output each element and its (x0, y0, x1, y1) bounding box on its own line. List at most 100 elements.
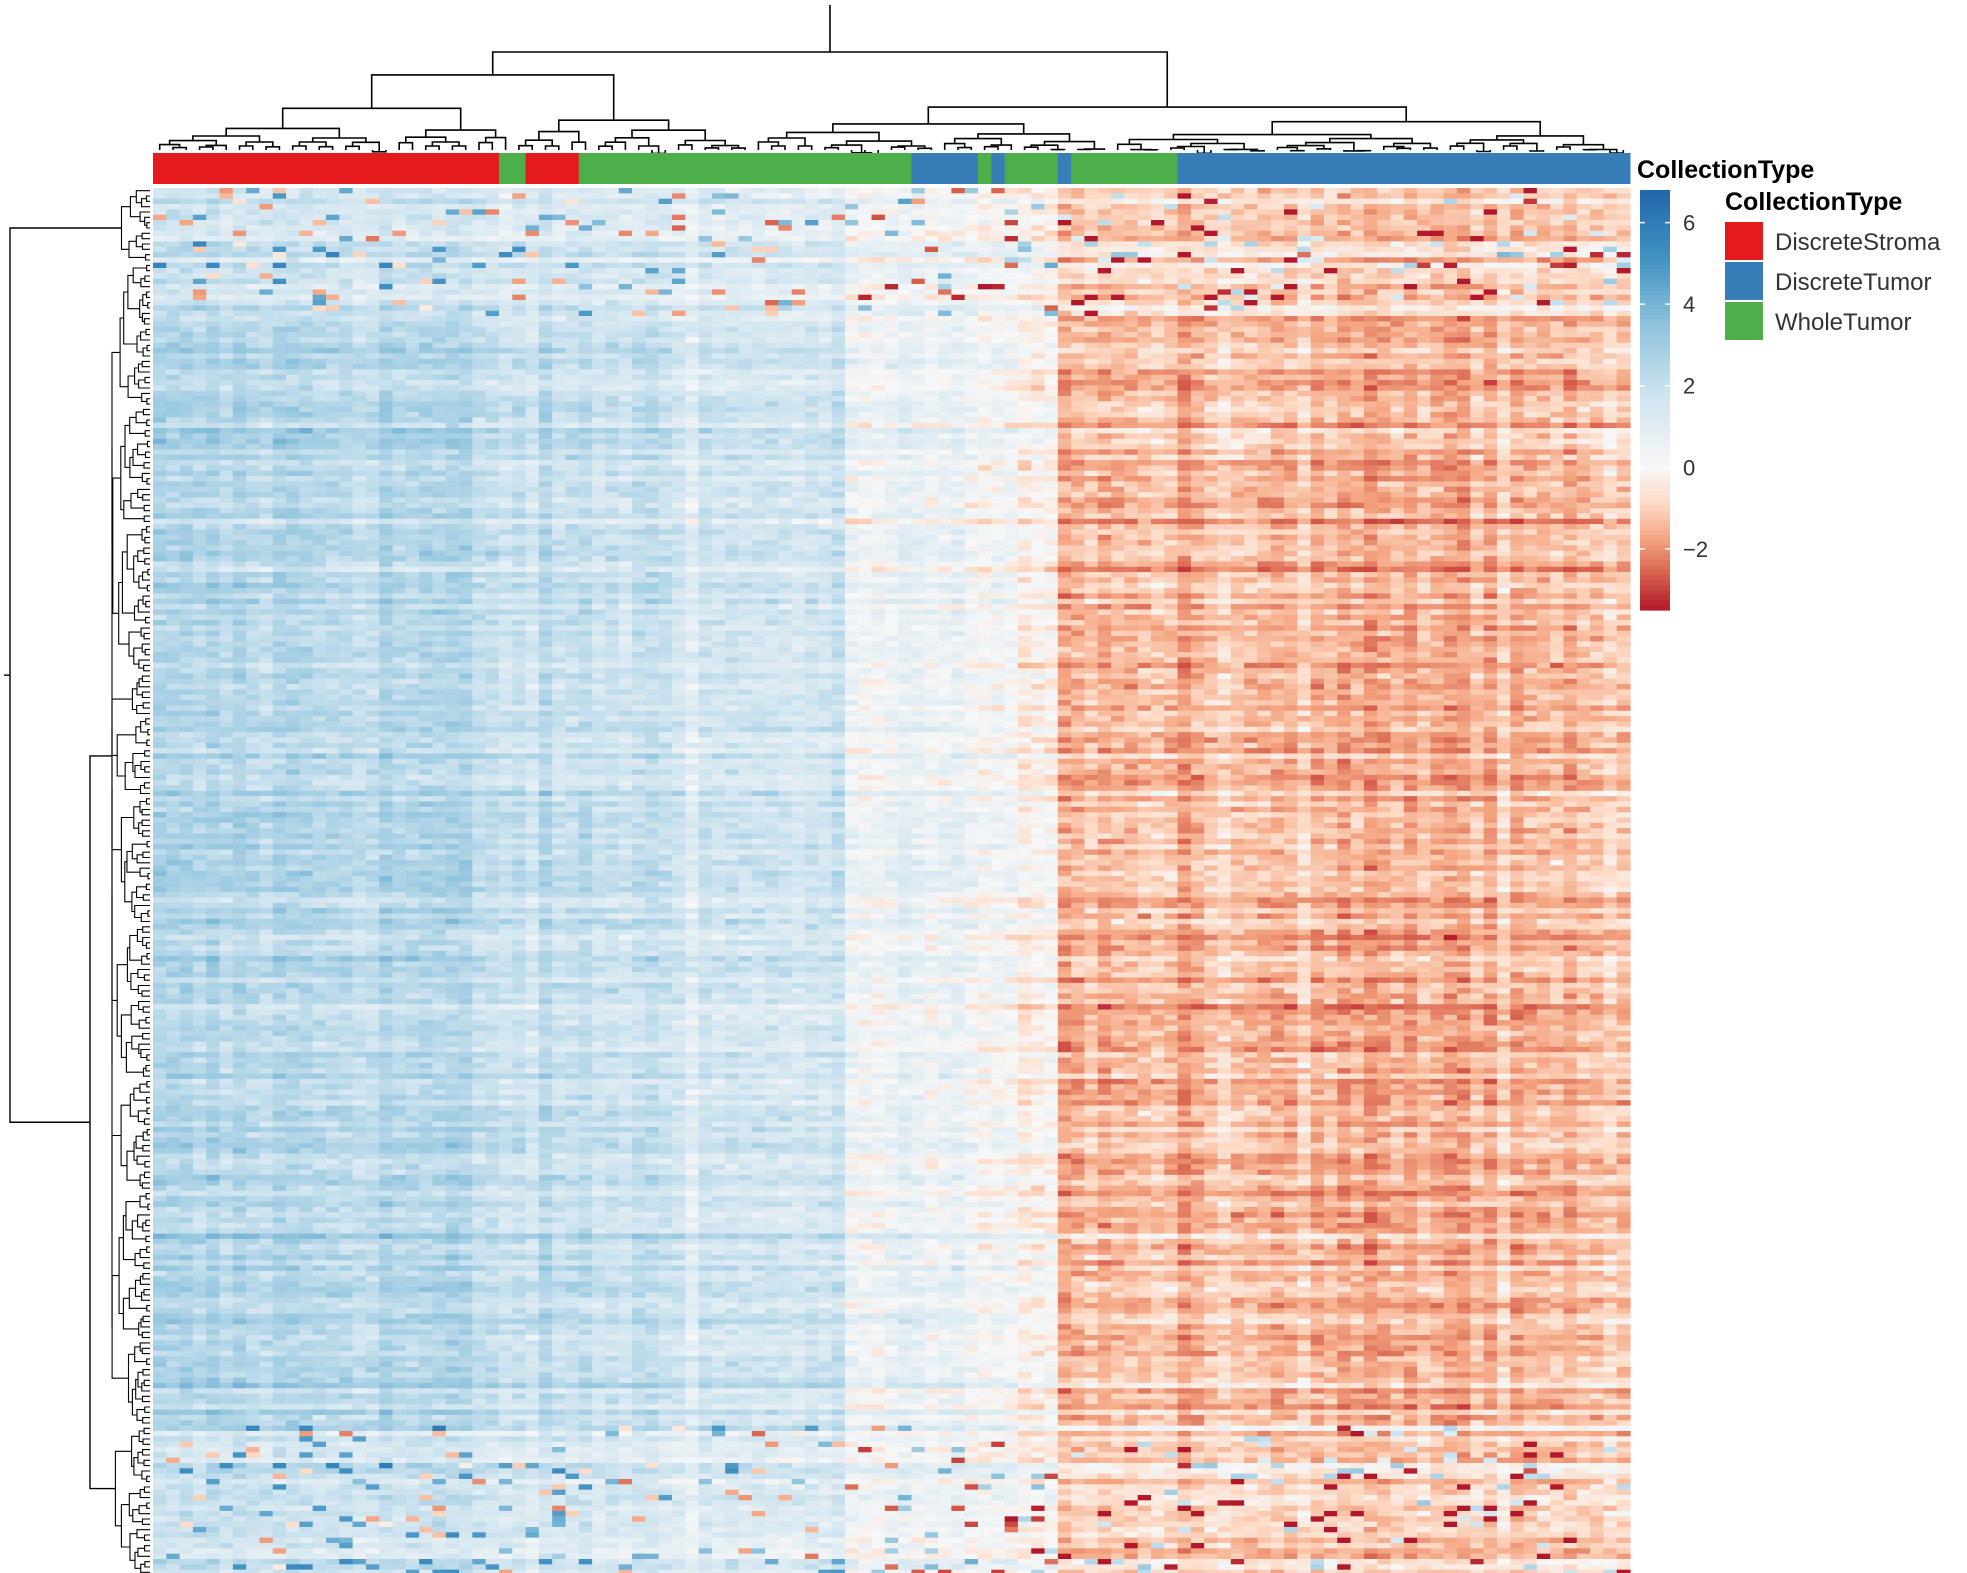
heatmap-cell (1603, 279, 1617, 285)
heatmap-cell (991, 289, 1005, 295)
heatmap-cell (685, 305, 699, 311)
heatmap-cell (752, 327, 766, 333)
heatmap-cell (1324, 209, 1338, 215)
heatmap-cell (832, 247, 846, 253)
heatmap-cell (632, 204, 646, 210)
heatmap-cell (858, 241, 872, 247)
heatmap-cell (818, 209, 832, 215)
row-dendrogram-branch (142, 1332, 150, 1337)
row-dendrogram-branch (147, 420, 150, 425)
heatmap-cell (379, 188, 393, 194)
heatmap-cell (472, 348, 486, 354)
heatmap-cell (1138, 321, 1152, 327)
heatmap-cell (353, 263, 367, 269)
heatmap-cell (1390, 236, 1404, 242)
heatmap-cell (526, 284, 540, 290)
heatmap-cell (1111, 241, 1125, 247)
heatmap-cell (1191, 263, 1205, 269)
heatmap-cell (965, 220, 979, 226)
heatmap-cell (1031, 273, 1045, 279)
heatmap-cell (1178, 316, 1192, 322)
heatmap-cell (1098, 231, 1112, 237)
heatmap-cell (951, 327, 965, 333)
heatmap-cell (1218, 332, 1232, 338)
heatmap-cell (1111, 252, 1125, 258)
heatmap-cell (672, 199, 686, 205)
heatmap-cell (1271, 252, 1285, 258)
heatmap-cell (526, 188, 540, 194)
heatmap-cell (1444, 321, 1458, 327)
heatmap-cell (659, 343, 673, 349)
heatmap-cell (233, 220, 247, 226)
heatmap-cell (752, 220, 766, 226)
heatmap-cell (393, 204, 407, 210)
heatmap-cell (605, 295, 619, 301)
heatmap-cell (313, 273, 327, 279)
heatmap-cell (672, 316, 686, 322)
heatmap-cell (1563, 204, 1577, 210)
heatmap-cell (1058, 316, 1072, 322)
heatmap-cell (286, 204, 300, 210)
heatmap-cell (259, 252, 273, 258)
annotation-segment-wholetumor (499, 153, 526, 184)
heatmap-cell (752, 305, 766, 311)
heatmap-cell (805, 193, 819, 199)
heatmap-cell (1484, 305, 1498, 311)
heatmap-cell (566, 343, 580, 349)
heatmap-cell (499, 343, 513, 349)
row-dendrogram-branch (141, 762, 150, 770)
heatmap-cell (366, 193, 380, 199)
heatmap-cell (672, 257, 686, 263)
heatmap-cell (1018, 215, 1032, 221)
heatmap-cell (1444, 204, 1458, 210)
heatmap-cell (432, 241, 446, 247)
heatmap-cell (366, 321, 380, 327)
heatmap-cell (1191, 289, 1205, 295)
heatmap-cell (951, 236, 965, 242)
heatmap-cell (1470, 327, 1484, 333)
heatmap-cell (885, 327, 899, 333)
heatmap-cell (672, 279, 686, 285)
heatmap-cell (1430, 332, 1444, 338)
heatmap-cell (1430, 193, 1444, 199)
heatmap-cell (1577, 257, 1591, 263)
heatmap-cell (1218, 188, 1232, 194)
heatmap-cell (1484, 247, 1498, 253)
heatmap-cell (286, 316, 300, 322)
heatmap-cell (925, 337, 939, 343)
heatmap-cell (432, 209, 446, 215)
heatmap-cell (1178, 215, 1192, 221)
heatmap-cell (1284, 343, 1298, 349)
heatmap-cell (286, 321, 300, 327)
heatmap-cell (286, 247, 300, 253)
heatmap-cell (379, 343, 393, 349)
heatmap-cell (885, 295, 899, 301)
heatmap-cell (1218, 236, 1232, 242)
heatmap-cell (1151, 289, 1165, 295)
heatmap-cell (898, 204, 912, 210)
heatmap-cell (632, 300, 646, 306)
heatmap-cell (1297, 188, 1311, 194)
heatmap-cell (1191, 316, 1205, 322)
heatmap-cell (645, 279, 659, 285)
heatmap-cell (286, 332, 300, 338)
heatmap-cell (206, 225, 220, 231)
heatmap-cell (1404, 327, 1418, 333)
heatmap-cell (725, 209, 739, 215)
row-dendrogram-branch (112, 1276, 128, 1379)
heatmap-cell (712, 188, 726, 194)
heatmap-cell (1231, 321, 1245, 327)
heatmap-cell (472, 241, 486, 247)
heatmap-cell (965, 188, 979, 194)
row-dendrogram-branch (136, 1136, 143, 1148)
heatmap-cell (566, 220, 580, 226)
heatmap-cell (938, 204, 952, 210)
row-dendrogram-branch (139, 660, 150, 668)
heatmap-cell (752, 289, 766, 295)
heatmap-cell (1470, 284, 1484, 290)
heatmap-cell (1058, 263, 1072, 269)
heatmap-cell (1084, 220, 1098, 226)
heatmap-cell (672, 295, 686, 301)
heatmap-cell (499, 257, 513, 263)
heatmap-cell (1084, 305, 1098, 311)
